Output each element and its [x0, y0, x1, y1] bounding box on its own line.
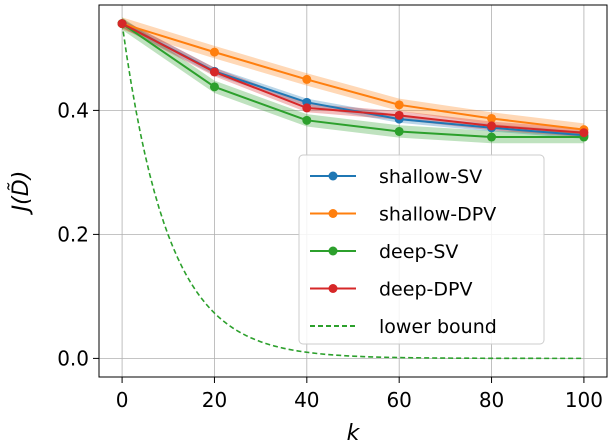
ticks: 0 20 40 60 80 100 0.0 0.2 0.4 [57, 98, 603, 412]
lower-bound-line [121, 23, 584, 360]
y-tick-label: 0.2 [57, 222, 89, 246]
x-tick-label: 40 [294, 388, 319, 412]
y-tick-label: 0.0 [57, 346, 89, 370]
y-axis-label: J(D̃) [8, 171, 34, 216]
shallow-dpv-marker [487, 113, 497, 123]
deep-sv-line [121, 22, 584, 139]
legend-box [298, 154, 545, 345]
deep-sv-marker [302, 115, 312, 125]
x-tick-label: 100 [565, 388, 603, 412]
y-tick-label: 0.4 [57, 98, 89, 122]
deep-dpv-line [121, 22, 584, 134]
series-lines [121, 22, 585, 360]
x-axis-label: k [347, 421, 361, 444]
legend-shallow-sv-marker [328, 171, 338, 181]
confidence-bands [122, 17, 584, 144]
x-tick-label: 80 [479, 388, 504, 412]
deep-dpv-marker [487, 121, 497, 131]
deep-dpv-marker [579, 128, 589, 138]
x-tick-label: 60 [386, 388, 411, 412]
plot-frame [98, 4, 608, 378]
legend-lower-bound-label: lower bound [379, 316, 497, 338]
legend-deep-sv-label: deep-SV [379, 241, 458, 263]
deep-dpv-marker [117, 19, 127, 29]
deep-dpv-marker [302, 103, 312, 113]
deep-dpv-marker [209, 67, 219, 77]
legend-deep-dpv-label: deep-DPV [379, 279, 472, 301]
shallow-dpv-marker [302, 74, 312, 84]
x-tick-label: 0 [116, 388, 129, 412]
legend-deep-sv-marker [328, 246, 338, 256]
legend-shallow-dpv-label: shallow-DPV [379, 204, 496, 226]
deep-sv-marker [487, 132, 497, 142]
legend-deep-dpv-marker [328, 284, 338, 293]
shallow-dpv-marker [394, 100, 404, 110]
deep-sv-marker [209, 82, 219, 92]
shallow-dpv-marker [209, 47, 219, 57]
deep-dpv-marker [394, 110, 404, 120]
deep-sv-marker [394, 126, 404, 136]
legend: shallow-SV shallow-DPV deep-SV deep-DPV lowe… [298, 154, 545, 345]
legend-shallow-sv-label: shallow-SV [379, 166, 482, 188]
series-markers [117, 19, 589, 142]
shallow-dpv-line [121, 22, 585, 131]
legend-shallow-dpv-marker [328, 209, 338, 218]
deep-dpv-band [122, 19, 584, 138]
x-tick-label: 20 [202, 388, 227, 412]
